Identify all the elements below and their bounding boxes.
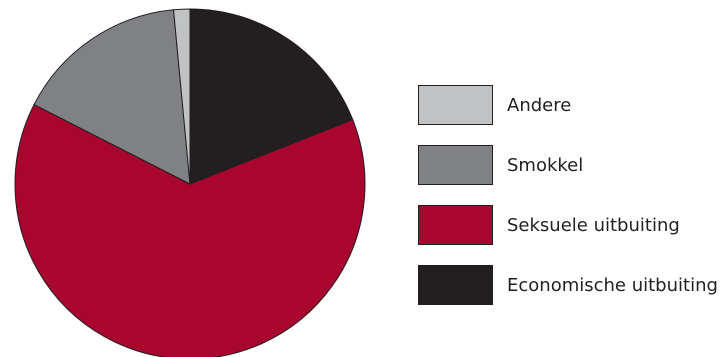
legend: Andere Smokkel Seksuele uitbuiting Econo… bbox=[418, 84, 718, 324]
legend-swatch-seksuele-uitbuiting bbox=[418, 205, 493, 245]
legend-item-andere: Andere bbox=[418, 84, 718, 126]
legend-label-smokkel: Smokkel bbox=[507, 154, 584, 176]
legend-item-economische-uitbuiting: Economische uitbuiting bbox=[418, 264, 718, 306]
legend-swatch-economische-uitbuiting bbox=[418, 265, 493, 305]
pie-slice-andere bbox=[172, 8, 191, 185]
pie-slice-smokkel bbox=[33, 9, 191, 185]
legend-label-andere: Andere bbox=[507, 94, 572, 116]
legend-swatch-smokkel bbox=[418, 145, 493, 185]
legend-label-economische-uitbuiting: Economische uitbuiting bbox=[507, 274, 718, 296]
legend-item-smokkel: Smokkel bbox=[418, 144, 718, 186]
legend-item-seksuele-uitbuiting: Seksuele uitbuiting bbox=[418, 204, 718, 246]
pie-slice-seksuele-uitbuiting bbox=[14, 103, 366, 357]
legend-swatch-andere bbox=[418, 85, 493, 125]
legend-label-seksuele-uitbuiting: Seksuele uitbuiting bbox=[507, 214, 680, 236]
pie-slice-economische-uitbuiting bbox=[189, 8, 354, 185]
pie-slices bbox=[14, 8, 366, 357]
